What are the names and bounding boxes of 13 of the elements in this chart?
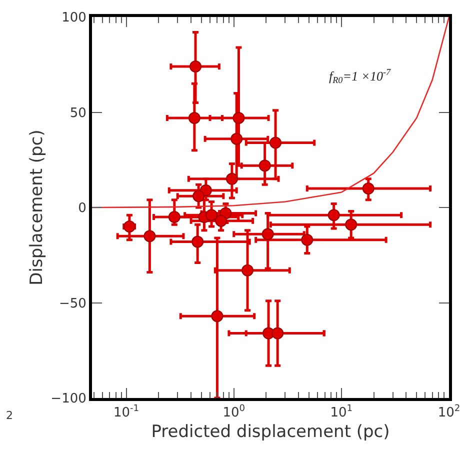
x-axis-title: Predicted displacement (pc) — [151, 422, 390, 442]
y-axis-title: Displacement (pc) — [27, 130, 48, 286]
x-tick-label: 10$^{0}$ — [222, 404, 246, 421]
y-tick-label: 0 — [78, 201, 86, 216]
text: 2 — [6, 409, 13, 422]
y-tick-label: 100 — [62, 10, 86, 26]
x-tick-label: 10$^{1}$ — [330, 404, 353, 421]
x-tick-label: 10$^{2}$ — [438, 404, 460, 421]
y-tick-label: −100 — [50, 392, 86, 407]
y-tick-label: 50 — [70, 106, 86, 121]
x-tick-label: 10$^{-1}$ — [113, 404, 140, 421]
y-tick-label: −50 — [58, 296, 86, 312]
annotation: f$_{R0}$=1 ×10$^{-7}$ — [329, 67, 392, 86]
